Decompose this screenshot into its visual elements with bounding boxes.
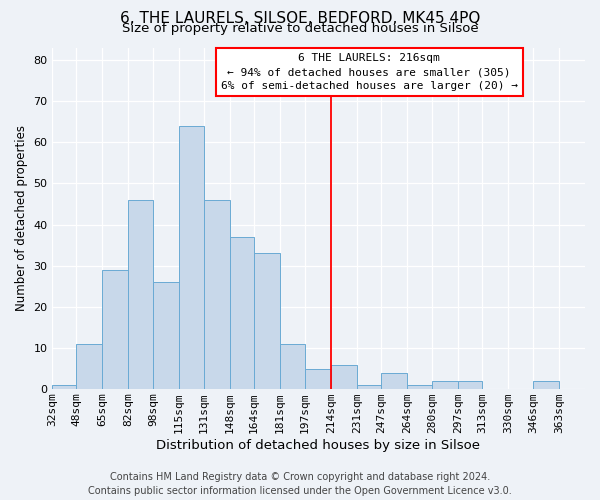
- Bar: [533, 381, 559, 390]
- Bar: [458, 381, 482, 390]
- Text: Size of property relative to detached houses in Silsoe: Size of property relative to detached ho…: [122, 22, 478, 35]
- Bar: [254, 254, 280, 390]
- Bar: [331, 364, 357, 390]
- Bar: [280, 344, 305, 390]
- Text: 6, THE LAURELS, SILSOE, BEDFORD, MK45 4PQ: 6, THE LAURELS, SILSOE, BEDFORD, MK45 4P…: [120, 11, 480, 26]
- Bar: [153, 282, 179, 390]
- Bar: [305, 368, 331, 390]
- Bar: [103, 270, 128, 390]
- Bar: [52, 385, 76, 390]
- Y-axis label: Number of detached properties: Number of detached properties: [15, 126, 28, 312]
- Text: Contains HM Land Registry data © Crown copyright and database right 2024.
Contai: Contains HM Land Registry data © Crown c…: [88, 472, 512, 496]
- Bar: [203, 200, 230, 390]
- Bar: [432, 381, 458, 390]
- Bar: [357, 385, 381, 390]
- X-axis label: Distribution of detached houses by size in Silsoe: Distribution of detached houses by size …: [157, 440, 481, 452]
- Bar: [230, 237, 254, 390]
- Bar: [407, 385, 432, 390]
- Bar: [381, 373, 407, 390]
- Bar: [179, 126, 203, 390]
- Bar: [128, 200, 153, 390]
- Text: 6 THE LAURELS: 216sqm
← 94% of detached houses are smaller (305)
6% of semi-deta: 6 THE LAURELS: 216sqm ← 94% of detached …: [221, 52, 518, 92]
- Bar: [76, 344, 103, 390]
